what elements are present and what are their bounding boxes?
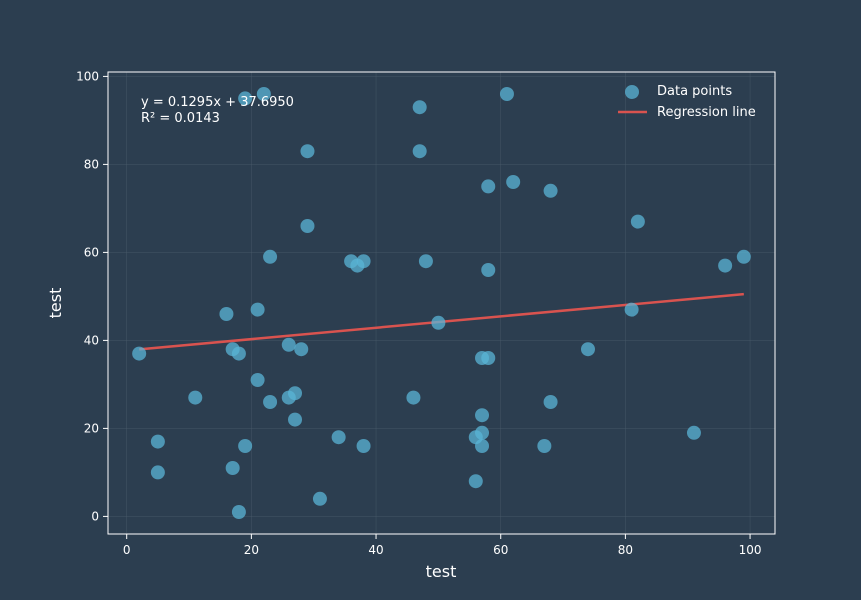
x-tick-label: 80	[618, 543, 633, 557]
data-point	[150, 465, 165, 480]
data-point	[250, 373, 265, 387]
data-point	[132, 346, 147, 361]
data-point	[219, 307, 234, 321]
legend-points-label: Data points	[657, 84, 732, 99]
data-point	[238, 91, 253, 106]
data-point	[624, 302, 639, 317]
data-point	[288, 412, 303, 427]
data-point	[543, 183, 558, 198]
data-point	[718, 258, 733, 273]
data-point	[481, 179, 496, 194]
data-point	[481, 351, 496, 365]
data-point	[263, 249, 278, 264]
data-point	[475, 425, 490, 440]
data-point	[468, 474, 483, 489]
data-point	[188, 390, 203, 405]
y-tick-label: 0	[91, 509, 99, 523]
data-point	[300, 144, 315, 159]
data-point	[736, 249, 751, 264]
data-point	[356, 439, 371, 453]
y-tick-label: 60	[84, 245, 99, 259]
x-tick-label: 20	[244, 543, 259, 557]
x-tick-label: 60	[493, 543, 508, 557]
plot-frame	[107, 71, 776, 535]
data-points	[132, 87, 751, 519]
data-point	[406, 390, 421, 405]
data-point	[481, 263, 496, 277]
data-point	[288, 386, 303, 401]
data-point	[294, 342, 309, 357]
y-axis-label: test	[46, 288, 65, 319]
regression-equation: y = 0.1295x + 37.6950	[141, 95, 294, 110]
data-point	[630, 214, 645, 229]
data-point	[543, 395, 558, 409]
data-point	[150, 434, 165, 449]
y-tick-label: 40	[84, 333, 99, 347]
data-point	[475, 439, 490, 453]
x-tick-label: 40	[368, 543, 383, 557]
x-tick-label: 100	[739, 543, 762, 557]
axis-ticks: 0 20 40 60 80 100 0 20 40 60 80 100	[76, 69, 761, 557]
legend-points-marker	[625, 85, 639, 99]
legend-line-label: Regression line	[657, 105, 756, 120]
data-point	[225, 461, 240, 475]
data-point	[412, 100, 427, 115]
data-point	[281, 337, 296, 352]
data-point	[231, 505, 246, 519]
data-point	[499, 87, 514, 101]
data-point	[250, 302, 265, 317]
data-point	[506, 175, 521, 189]
x-axis-label: test	[426, 562, 457, 581]
y-tick-label: 20	[84, 421, 99, 435]
x-tick-label: 0	[123, 543, 131, 557]
data-point	[256, 87, 271, 101]
data-point	[537, 439, 552, 453]
data-point	[312, 491, 327, 506]
data-point	[263, 395, 278, 409]
grid	[108, 72, 775, 534]
data-point	[431, 315, 446, 330]
data-point	[238, 439, 253, 453]
y-tick-label: 80	[84, 157, 99, 171]
data-point	[418, 254, 433, 269]
data-point	[580, 342, 595, 357]
data-point	[231, 346, 246, 361]
y-tick-label: 100	[76, 69, 99, 83]
data-point	[356, 254, 371, 269]
r-squared-value: R² = 0.0143	[141, 111, 220, 126]
data-point	[412, 144, 427, 159]
data-point	[475, 408, 490, 423]
data-point	[686, 425, 701, 440]
data-point	[300, 219, 315, 233]
legend: Data points Regression line	[618, 84, 756, 120]
data-point	[331, 430, 346, 445]
